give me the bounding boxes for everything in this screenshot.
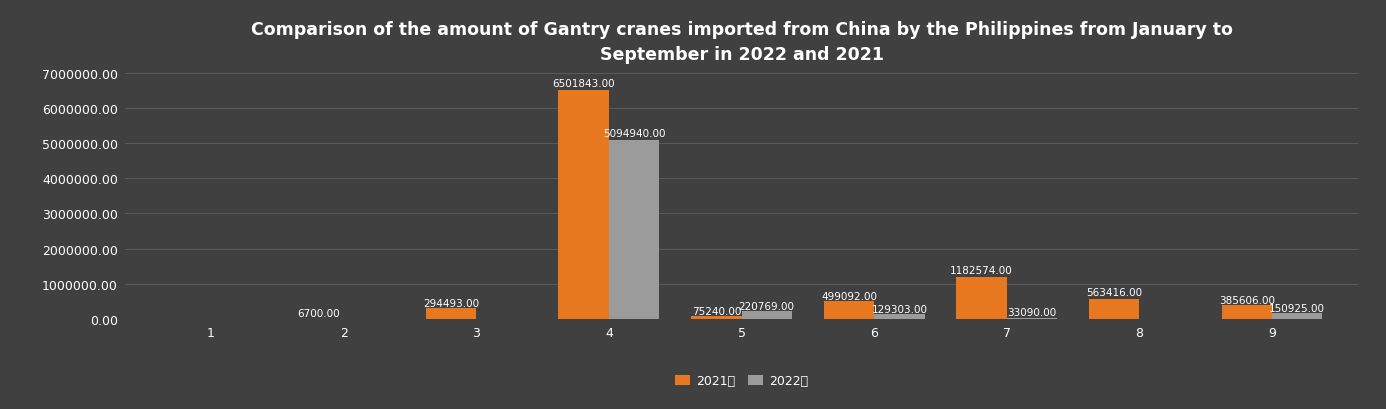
Text: 563416.00: 563416.00	[1087, 287, 1142, 297]
Text: 5094940.00: 5094940.00	[603, 128, 665, 138]
Text: 220769.00: 220769.00	[739, 301, 794, 311]
Text: 499092.00: 499092.00	[821, 291, 877, 301]
Text: 33090.00: 33090.00	[1008, 307, 1056, 317]
Title: Comparison of the amount of Gantry cranes imported from China by the Philippines: Comparison of the amount of Gantry crane…	[251, 21, 1232, 64]
Bar	[956, 278, 1006, 319]
Bar	[692, 317, 742, 319]
Bar	[742, 311, 791, 319]
Bar	[426, 309, 477, 319]
Bar	[875, 315, 924, 319]
Text: 129303.00: 129303.00	[872, 304, 927, 314]
Text: 294493.00: 294493.00	[423, 298, 480, 308]
Bar	[559, 91, 608, 319]
Legend: 2021年, 2022年: 2021年, 2022年	[669, 369, 814, 392]
Text: 6700.00: 6700.00	[297, 308, 340, 318]
Bar	[608, 140, 660, 319]
Bar	[1272, 314, 1322, 319]
Bar	[1006, 318, 1058, 319]
Text: 75240.00: 75240.00	[692, 306, 742, 316]
Bar	[823, 301, 875, 319]
Bar	[1089, 299, 1139, 319]
Text: 385606.00: 385606.00	[1218, 295, 1275, 305]
Text: 150925.00: 150925.00	[1270, 303, 1325, 313]
Text: 6501843.00: 6501843.00	[553, 79, 615, 89]
Bar	[1221, 306, 1272, 319]
Text: 1182574.00: 1182574.00	[951, 265, 1013, 275]
